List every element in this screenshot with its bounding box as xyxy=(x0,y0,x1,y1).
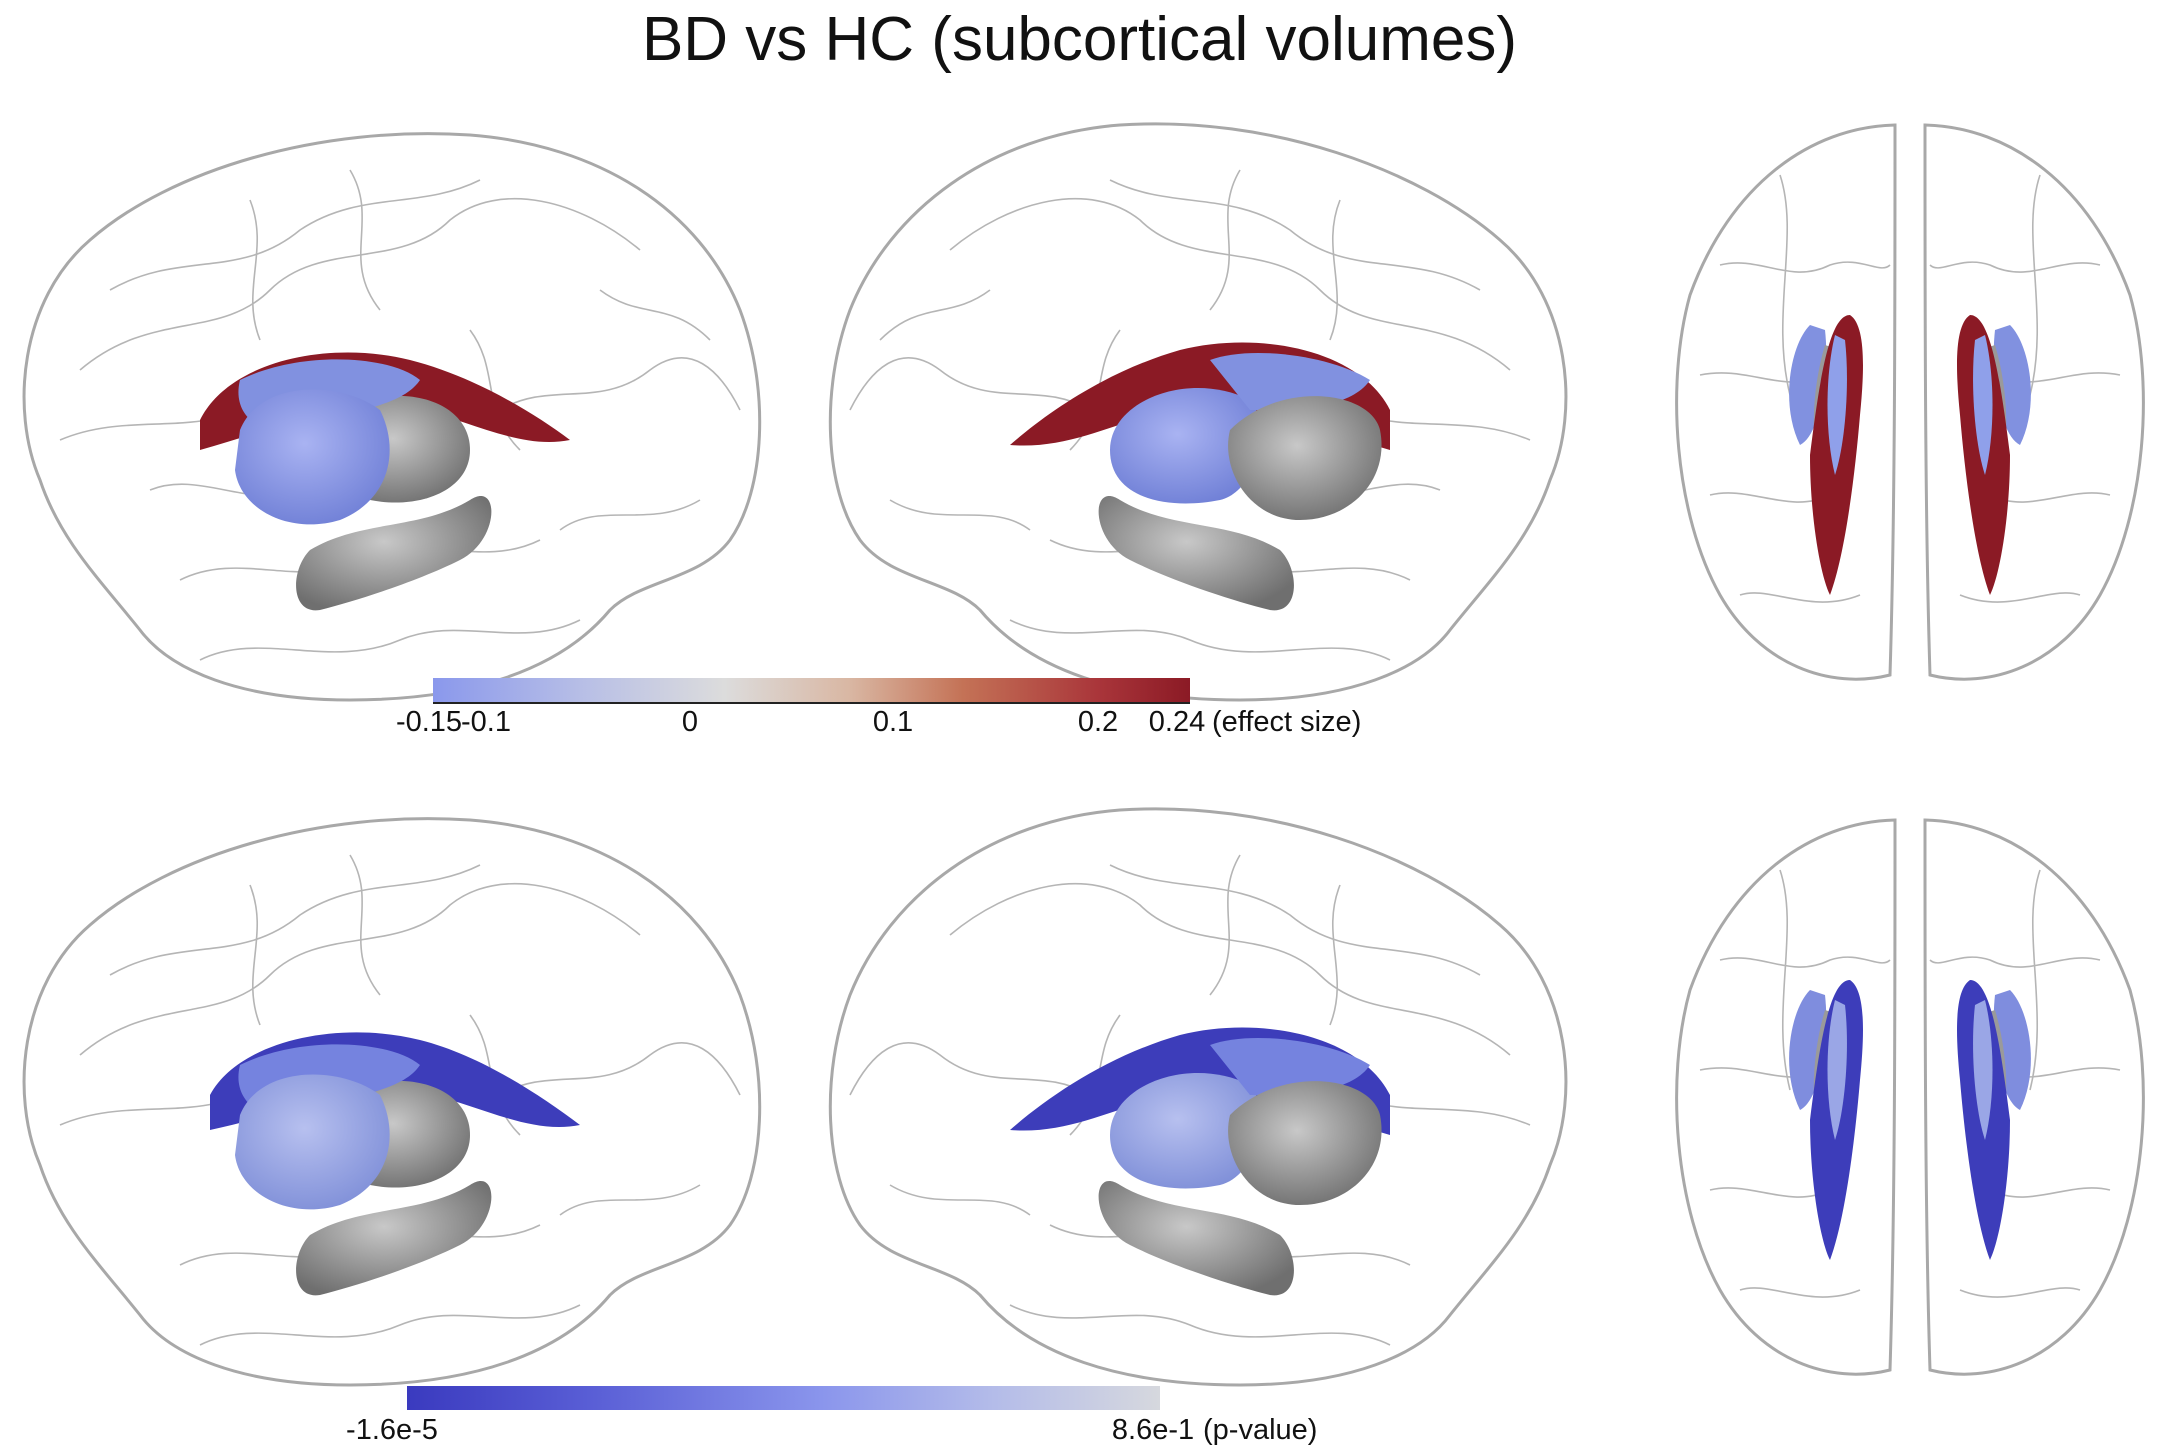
page-title: BD vs HC (subcortical volumes) xyxy=(641,5,1518,74)
hippocampus-region xyxy=(1098,495,1294,611)
right-pallidum-region xyxy=(1973,335,1993,475)
pallidum-region xyxy=(1228,396,1382,520)
colorbar-effect-size-unit: (effect size) xyxy=(1212,706,1362,738)
tick-label: 0.24 xyxy=(1148,706,1206,738)
tick-label: 0 xyxy=(681,706,699,738)
colorbar-p-value-gradient xyxy=(407,1386,1160,1410)
tick-label: 0.1 xyxy=(872,706,914,738)
colorbar-p-value-max-label: 8.6e-1 xyxy=(1111,1414,1195,1446)
left-pallidum-region xyxy=(1827,1000,1847,1140)
cortex-left-hemisphere xyxy=(1675,123,1897,681)
pallidum-region xyxy=(235,1074,390,1210)
brain-superior-p-value xyxy=(1660,810,2159,1400)
brain-superior-effect-size xyxy=(1660,115,2159,705)
colorbar-p-value-min-label: -1.6e-5 xyxy=(346,1414,438,1446)
tick-label: 0.2 xyxy=(1077,706,1119,738)
thalamus-region xyxy=(1110,1073,1260,1189)
putamen-region xyxy=(1210,1037,1370,1095)
colorbar-effect-size: -0.15 -0.1 0 0.1 0.2 0.24 (effect size) xyxy=(0,678,2159,748)
cortex-outline xyxy=(22,132,762,702)
putamen-region xyxy=(1210,352,1370,410)
right-pallidum-region xyxy=(1973,1000,1993,1140)
cortex-outline xyxy=(828,807,1568,1387)
cortex-left-hemisphere xyxy=(1675,818,1897,1376)
tick-label: -0.15 xyxy=(395,706,463,738)
cortex-right-hemisphere xyxy=(1923,123,2145,681)
cortex-outline xyxy=(828,122,1568,702)
brain-lateral-left-p-value xyxy=(0,795,780,1395)
colorbar-p-value: -1.6e-5 8.6e-1 (p-value) xyxy=(0,1386,2159,1446)
tick-label: -0.1 xyxy=(461,706,511,738)
brain-lateral-right-p-value xyxy=(810,795,1570,1395)
hippocampus-region xyxy=(1098,1180,1294,1296)
left-pallidum-region xyxy=(1827,335,1847,475)
hippocampus-region xyxy=(296,1180,492,1296)
colorbar-effect-size-gradient xyxy=(433,678,1190,702)
colorbar-p-value-unit: (p-value) xyxy=(1203,1414,1318,1446)
thalamus-region xyxy=(1110,388,1260,504)
brain-lateral-left-effect-size xyxy=(0,110,780,710)
hippocampus-region xyxy=(296,495,492,611)
cortex-right-hemisphere xyxy=(1923,818,2145,1376)
colorbar-effect-size-axis xyxy=(433,702,1190,704)
brain-lateral-right-effect-size xyxy=(810,110,1570,710)
cortex-outline xyxy=(22,817,762,1387)
pallidum-region xyxy=(1228,1081,1382,1205)
pallidum-region xyxy=(235,389,390,525)
